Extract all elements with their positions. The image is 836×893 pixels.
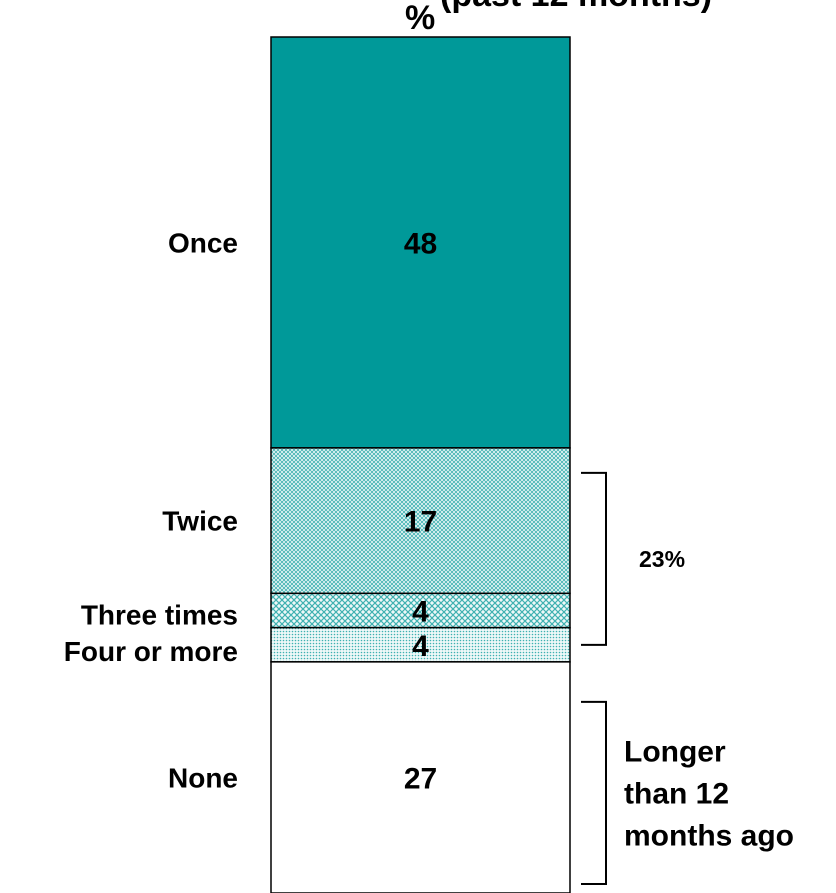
bracket-label-1-line-1: 23% xyxy=(639,546,685,572)
category-labels: Once Twice Three times Four or more None xyxy=(64,227,238,793)
bracket-label-2-line-1: Longer xyxy=(624,735,726,768)
bar-segment-once xyxy=(270,36,571,449)
brackets: 23% Longer than 12 months ago xyxy=(581,471,794,885)
category-label-twice: Twice xyxy=(162,506,238,537)
category-label-four-or-more: Four or more xyxy=(64,636,238,667)
category-label-once: Once xyxy=(168,227,238,258)
value-label-once: 48 xyxy=(404,227,437,260)
value-label-twice: 17 xyxy=(404,506,437,539)
value-label-four-or-more: 4 xyxy=(412,630,429,663)
value-labels: 48 17 44 27 xyxy=(404,227,437,795)
bar-segment-twice xyxy=(270,447,571,595)
chart-title-fragment: (past 12 months) xyxy=(440,0,712,14)
bar-segments xyxy=(270,36,571,893)
value-label-three-times: 4 xyxy=(412,596,429,629)
value-label-none: 27 xyxy=(404,762,437,795)
bracket-2 xyxy=(581,700,607,885)
bracket-label-2-line-2: than 12 xyxy=(624,777,729,810)
bar-segment-four-or-more xyxy=(270,626,571,663)
bracket-1 xyxy=(581,471,607,646)
chart-title: % xyxy=(405,0,435,37)
bracket-label-2-line-3: months ago xyxy=(624,819,794,852)
category-label-none: None xyxy=(168,762,238,793)
category-label-three-times: Three times xyxy=(81,600,238,631)
bar-segment-none xyxy=(270,661,571,893)
